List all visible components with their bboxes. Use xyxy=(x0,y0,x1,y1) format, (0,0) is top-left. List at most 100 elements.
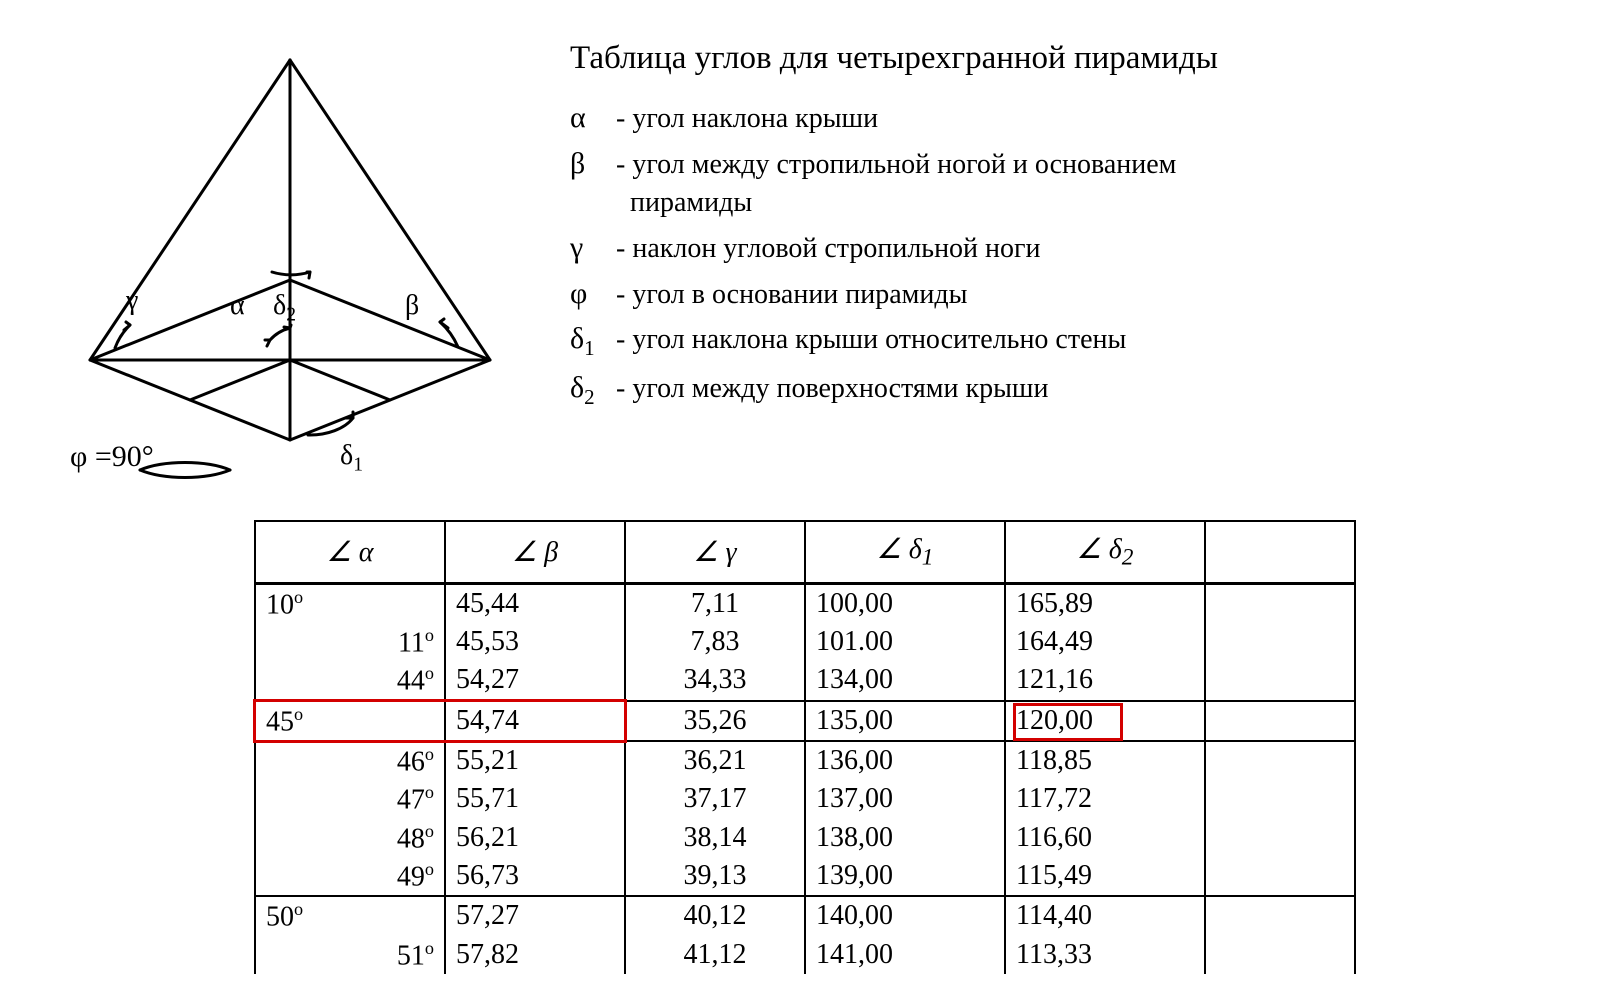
legend-item-d1: δ1- угол наклона крыши относительно стен… xyxy=(570,316,1577,365)
cell-d1: 101.00 xyxy=(805,623,1005,661)
cell-d1: 135,00 xyxy=(805,701,1005,741)
legend-item-d2: δ2- угол между поверхностями крыши xyxy=(570,365,1577,414)
cell-g: 7,83 xyxy=(625,623,805,661)
table-header-d1: ∠ δ1 xyxy=(805,521,1005,583)
diagram-label-beta: β xyxy=(405,290,419,322)
cell-d2: 120,00 xyxy=(1005,701,1205,741)
cell-tail xyxy=(1205,857,1355,896)
legend-text: угол между поверхностями крыши xyxy=(632,373,1048,404)
legend-text: угол наклона крыши xyxy=(632,103,878,134)
legend-item-beta: β- угол между стропильной ногой и основа… xyxy=(570,141,1577,225)
cell-d1: 141,00 xyxy=(805,936,1005,974)
pyramid-diagram: γ α δ2 β δ1 φ =90° xyxy=(60,40,540,520)
cell-b: 54,27 xyxy=(445,661,625,700)
cell-alpha: 47o xyxy=(255,780,445,818)
legend-list: α- угол наклона крыши β- угол между стро… xyxy=(570,95,1577,414)
cell-b: 57,82 xyxy=(445,936,625,974)
table-header-tail xyxy=(1205,521,1355,583)
cell-b: 54,74 xyxy=(445,701,625,741)
table-header-row: ∠ α ∠ β ∠ γ ∠ δ1 ∠ δ2 xyxy=(255,521,1355,583)
cell-alpha: 49o xyxy=(255,857,445,896)
diagram-label-phi: φ =90° xyxy=(70,440,154,474)
cell-tail xyxy=(1205,583,1355,623)
cell-alpha: 51o xyxy=(255,936,445,974)
table-header-gamma: ∠ γ xyxy=(625,521,805,583)
cell-g: 34,33 xyxy=(625,661,805,700)
cell-b: 45,44 xyxy=(445,583,625,623)
page-title: Таблица углов для четырехгранной пирамид… xyxy=(570,40,1577,77)
cell-d2: 113,33 xyxy=(1005,936,1205,974)
cell-tail xyxy=(1205,936,1355,974)
cell-alpha: 48o xyxy=(255,819,445,857)
angle-table: ∠ α ∠ β ∠ γ ∠ δ1 ∠ δ2 10o45,447,11100,00… xyxy=(254,520,1356,974)
cell-g: 37,17 xyxy=(625,780,805,818)
cell-d1: 138,00 xyxy=(805,819,1005,857)
table-row: 49o56,7339,13139,00115,49 xyxy=(255,857,1355,896)
legend-text: наклон угловой стропильной ноги xyxy=(632,233,1040,264)
cell-tail xyxy=(1205,741,1355,780)
cell-b: 56,21 xyxy=(445,819,625,857)
legend-item-gamma: γ- наклон угловой стропильной ноги xyxy=(570,225,1577,271)
cell-alpha: 45o xyxy=(255,701,445,741)
angle-table-wrap: ∠ α ∠ β ∠ γ ∠ δ1 ∠ δ2 10o45,447,11100,00… xyxy=(254,520,1594,974)
legend-symbol: γ xyxy=(570,227,616,268)
cell-d2: 116,60 xyxy=(1005,819,1205,857)
table-row: 50o57,2740,12140,00114,40 xyxy=(255,896,1355,935)
cell-b: 45,53 xyxy=(445,623,625,661)
cell-b: 55,21 xyxy=(445,741,625,780)
cell-alpha: 46o xyxy=(255,741,445,780)
cell-d1: 137,00 xyxy=(805,780,1005,818)
legend-item-phi: φ- угол в основании пирамиды xyxy=(570,271,1577,317)
cell-alpha: 44o xyxy=(255,661,445,700)
cell-g: 40,12 xyxy=(625,896,805,935)
legend-symbol: φ xyxy=(570,273,616,314)
cell-alpha: 11o xyxy=(255,623,445,661)
legend-symbol: δ2 xyxy=(570,367,616,412)
table-row: 10o45,447,11100,00165,89 xyxy=(255,583,1355,623)
cell-d2: 165,89 xyxy=(1005,583,1205,623)
cell-d2: 114,40 xyxy=(1005,896,1205,935)
legend-text: угол между стропильной ногой и основание… xyxy=(632,149,1176,180)
cell-d1: 100,00 xyxy=(805,583,1005,623)
table-row: 51o57,8241,12141,00113,33 xyxy=(255,936,1355,974)
table-header-alpha: ∠ α xyxy=(255,521,445,583)
cell-d2: 117,72 xyxy=(1005,780,1205,818)
legend-text: угол в основании пирамиды xyxy=(632,279,967,310)
table-header-d2: ∠ δ2 xyxy=(1005,521,1205,583)
cell-b: 57,27 xyxy=(445,896,625,935)
table-row: 45o54,7435,26135,00120,00 xyxy=(255,701,1355,741)
cell-g: 39,13 xyxy=(625,857,805,896)
cell-tail xyxy=(1205,819,1355,857)
cell-b: 56,73 xyxy=(445,857,625,896)
cell-d2: 118,85 xyxy=(1005,741,1205,780)
cell-alpha: 50o xyxy=(255,896,445,935)
table-row: 46o55,2136,21136,00118,85 xyxy=(255,741,1355,780)
cell-g: 36,21 xyxy=(625,741,805,780)
table-row: 11o45,537,83101.00164,49 xyxy=(255,623,1355,661)
cell-b: 55,71 xyxy=(445,780,625,818)
diagram-label-d2: δ2 xyxy=(273,290,296,327)
table-row: 44o54,2734,33134,00121,16 xyxy=(255,661,1355,700)
cell-g: 38,14 xyxy=(625,819,805,857)
cell-tail xyxy=(1205,896,1355,935)
cell-alpha: 10o xyxy=(255,583,445,623)
cell-g: 41,12 xyxy=(625,936,805,974)
table-header-beta: ∠ β xyxy=(445,521,625,583)
cell-tail xyxy=(1205,623,1355,661)
cell-tail xyxy=(1205,780,1355,818)
cell-tail xyxy=(1205,661,1355,700)
cell-d1: 140,00 xyxy=(805,896,1005,935)
cell-tail xyxy=(1205,701,1355,741)
cell-d1: 134,00 xyxy=(805,661,1005,700)
legend-symbol: δ1 xyxy=(570,318,616,363)
diagram-label-d1: δ1 xyxy=(340,440,363,477)
diagram-label-gamma: γ xyxy=(126,285,138,317)
table-row: 47o55,7137,17137,00117,72 xyxy=(255,780,1355,818)
legend-text-line2: пирамиды xyxy=(570,184,1577,223)
diagram-label-alpha: α xyxy=(230,290,245,322)
legend-symbol: β xyxy=(570,143,616,184)
cell-d2: 164,49 xyxy=(1005,623,1205,661)
cell-d1: 136,00 xyxy=(805,741,1005,780)
cell-d2: 121,16 xyxy=(1005,661,1205,700)
legend-text: угол наклона крыши относительно стены xyxy=(632,324,1126,355)
